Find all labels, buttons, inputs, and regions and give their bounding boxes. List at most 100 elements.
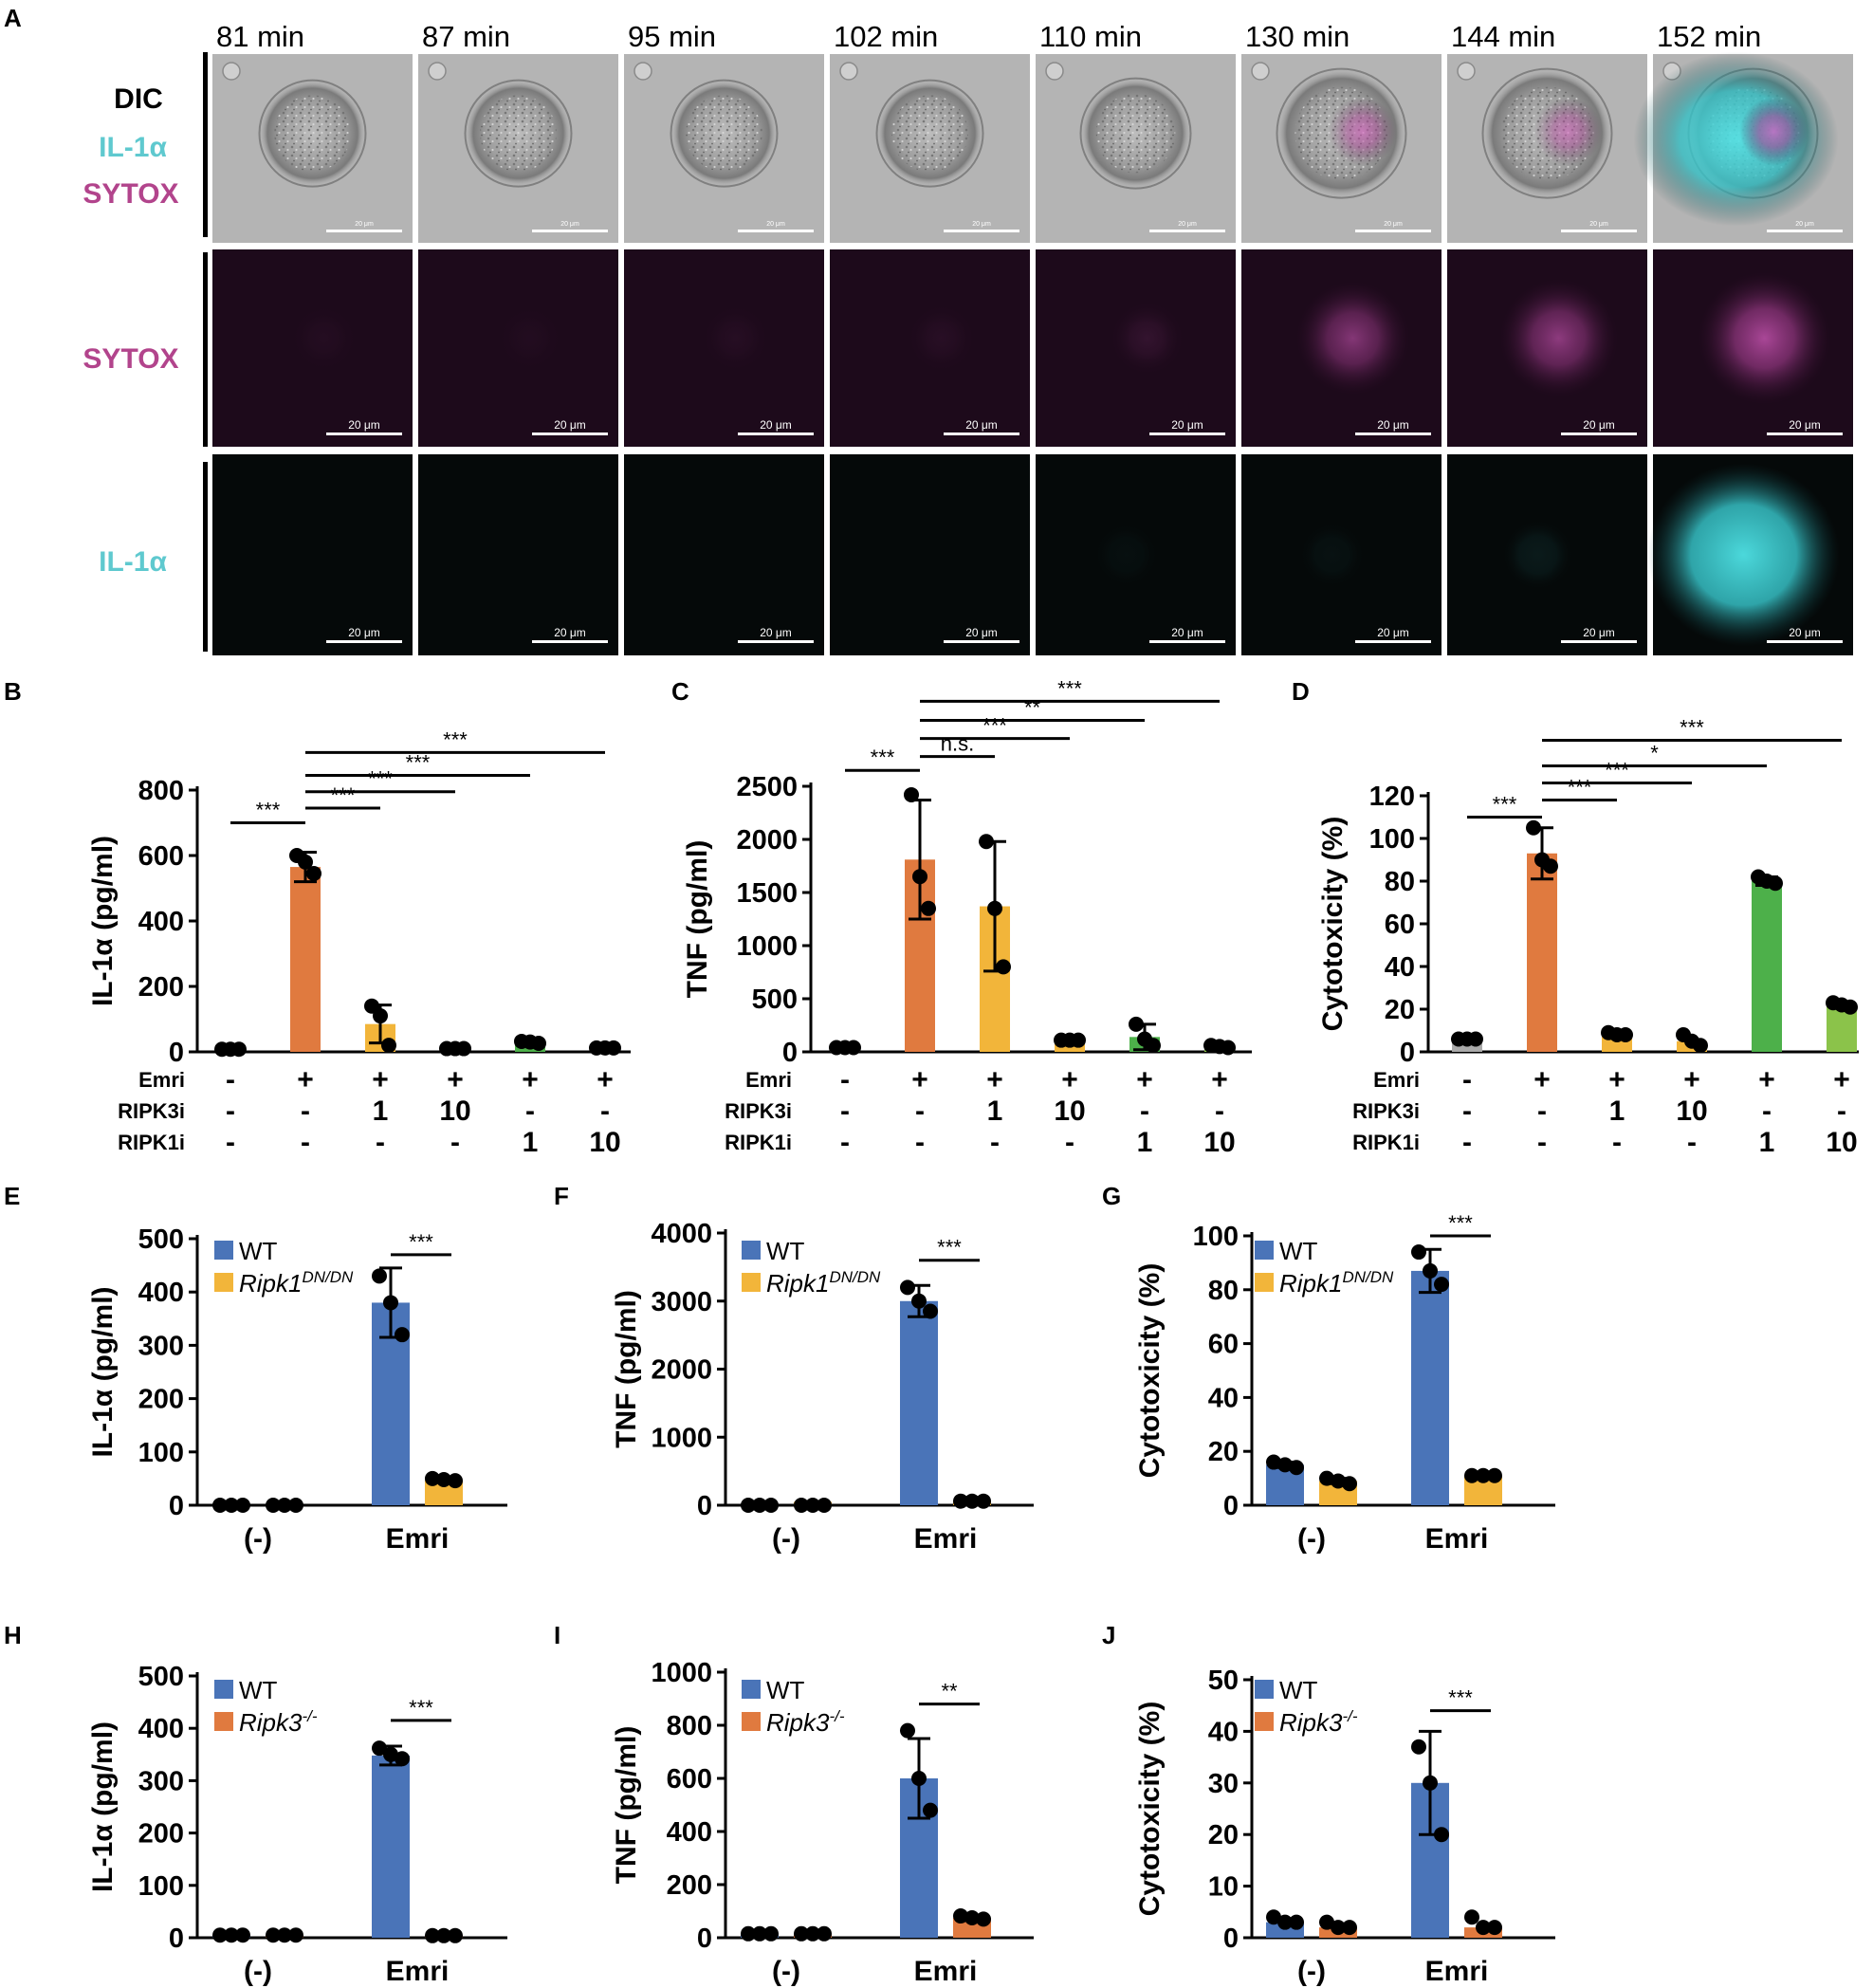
panel-a: A 81 min 87 min 95 min 102 min 110 min 130 mi… — [4, 4, 1853, 655]
y-axis-label: TNF (pg/ml) — [682, 840, 713, 999]
data-point — [1342, 1476, 1357, 1492]
legend-name: WT — [766, 1237, 805, 1265]
treatment-value: 1 — [373, 1095, 389, 1127]
treatment-value: - — [915, 1127, 925, 1158]
legend-name: WT — [239, 1676, 278, 1704]
scale-bar-label: 20 μm — [766, 221, 785, 228]
debris-particle — [428, 62, 447, 81]
significance-label: *** — [1680, 716, 1704, 740]
sytox-overlay — [1328, 97, 1397, 166]
y-axis-label: Cytotoxicity (%) — [1134, 1702, 1166, 1917]
treatment-value: + — [986, 1064, 1003, 1095]
legend-swatch — [742, 1680, 761, 1699]
scale-bar — [1149, 640, 1225, 643]
sytox-overlay — [1533, 97, 1603, 166]
y-tick-label: 600 — [138, 841, 184, 872]
legend-name: WT — [1279, 1237, 1318, 1265]
legend-swatch — [742, 1241, 761, 1260]
legend-label: WT — [766, 1237, 805, 1265]
debris-particle — [1251, 62, 1270, 81]
panel-h: H 0 100 200 300 400 500 IL-1α (pg/ml) (-) Emri ***… — [4, 1621, 507, 1987]
treatment-value: - — [1462, 1064, 1472, 1095]
y-tick-label: 10 — [1208, 1872, 1239, 1903]
treatment-value: - — [1837, 1095, 1846, 1127]
cell-granules — [891, 95, 968, 172]
significance-label: n.s. — [941, 732, 974, 756]
data-point — [1221, 1040, 1236, 1056]
data-point — [395, 1327, 410, 1343]
y-tick-label: 500 — [138, 1224, 184, 1255]
panel-letter: J — [1102, 1621, 1115, 1649]
data-point — [373, 1008, 388, 1024]
data-point — [383, 1295, 398, 1311]
significance-label: *** — [937, 1236, 962, 1260]
panel-letter: I — [554, 1621, 560, 1649]
y-tick-label: 400 — [667, 1817, 712, 1848]
scale-bar — [1149, 433, 1225, 435]
legend-superscript: DN/DN — [829, 1268, 881, 1286]
treatment-value: - — [301, 1095, 310, 1127]
y-axis-label: Cytotoxicity (%) — [1317, 817, 1349, 1032]
bar — [900, 1300, 938, 1505]
sytox-tile: 20 μm — [418, 249, 618, 447]
data-point — [383, 1746, 398, 1762]
il1a-background — [418, 454, 618, 655]
y-tick-label: 60 — [1385, 910, 1415, 940]
y-tick-label: 80 — [1385, 867, 1415, 897]
treatment-value: 10 — [1676, 1095, 1707, 1127]
panel-j: J 0 10 20 30 40 50 Cytotoxicity (%) (-) Emri *** WT… — [1102, 1621, 1555, 1987]
row-label-group-2: SYTOX — [83, 252, 208, 447]
panel-f: F 0 1000 2000 3000 4000 TNF (pg/ml) (-) Emri *** W… — [554, 1182, 1034, 1555]
treatment-value: - — [1537, 1127, 1547, 1158]
data-point — [900, 1279, 915, 1296]
debris-particle — [839, 62, 858, 81]
significance-label: * — [1650, 742, 1659, 765]
data-point — [364, 998, 379, 1014]
data-point — [448, 1927, 463, 1943]
treatment-value: - — [840, 1127, 850, 1158]
data-point — [923, 1802, 938, 1818]
treatment-value: - — [1140, 1095, 1149, 1127]
cell-granules — [480, 95, 557, 172]
significance-label: *** — [409, 1230, 433, 1254]
row-bracket — [203, 52, 208, 237]
treatment-value: + — [372, 1064, 389, 1095]
dic-tile: 20 μm — [1447, 54, 1647, 243]
time-labels: 81 min 87 min 95 min 102 min 110 min 130 min 1… — [216, 20, 1761, 53]
scale-bar-label: 20 μm — [1795, 221, 1814, 228]
treatment-value: + — [447, 1064, 464, 1095]
debris-particle — [1457, 62, 1476, 81]
treatment-value: - — [1462, 1095, 1472, 1127]
scale-bar — [1561, 640, 1637, 643]
scale-bar-label: 20 μm — [965, 418, 998, 432]
category-label: Emri — [914, 1523, 978, 1555]
dic-tile: 20 μm — [624, 54, 824, 243]
scale-bar-label: 20 μm — [1589, 221, 1608, 228]
scale-bar — [1355, 433, 1431, 435]
data-point — [531, 1036, 546, 1052]
data-point — [1146, 1038, 1161, 1054]
legend-label: WT — [766, 1676, 805, 1704]
data-point — [288, 1498, 303, 1513]
bar — [372, 1755, 410, 1938]
legend-name: Ripk3 — [766, 1708, 830, 1737]
y-tick-label: 1000 — [651, 1658, 712, 1688]
data-point — [763, 1925, 779, 1942]
data-point — [224, 1498, 239, 1513]
sytox-overlay — [1739, 97, 1809, 166]
treatment-value: - — [600, 1095, 610, 1127]
data-point — [1319, 1914, 1334, 1930]
treatment-value: + — [1061, 1064, 1078, 1095]
significance-label: *** — [256, 799, 281, 822]
il1a-signal — [1647, 463, 1840, 647]
scale-bar — [326, 230, 402, 232]
scale-bar-label: 20 μm — [760, 418, 792, 432]
y-tick-label: 0 — [169, 1491, 184, 1521]
y-tick-label: 3000 — [651, 1287, 712, 1317]
data-point — [1277, 1457, 1293, 1473]
bar — [1411, 1270, 1449, 1505]
data-point — [1543, 858, 1558, 874]
bar — [1752, 881, 1782, 1052]
scale-bar — [1355, 230, 1431, 232]
